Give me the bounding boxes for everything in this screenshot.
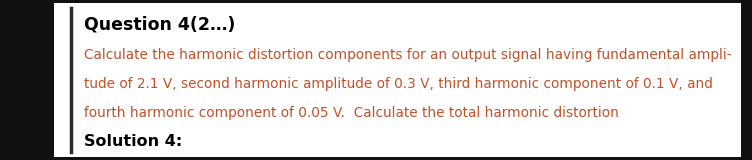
Text: Solution 4:: Solution 4:	[84, 134, 183, 149]
Text: Question 4(2…): Question 4(2…)	[84, 16, 235, 34]
Text: Calculate the harmonic distortion components for an output signal having fundame: Calculate the harmonic distortion compon…	[84, 48, 732, 62]
Text: fourth harmonic component of 0.05 V.  Calculate the total harmonic distortion: fourth harmonic component of 0.05 V. Cal…	[84, 106, 619, 120]
Text: tude of 2.1 V, second harmonic amplitude of 0.3 V, third harmonic component of 0: tude of 2.1 V, second harmonic amplitude…	[84, 77, 713, 91]
